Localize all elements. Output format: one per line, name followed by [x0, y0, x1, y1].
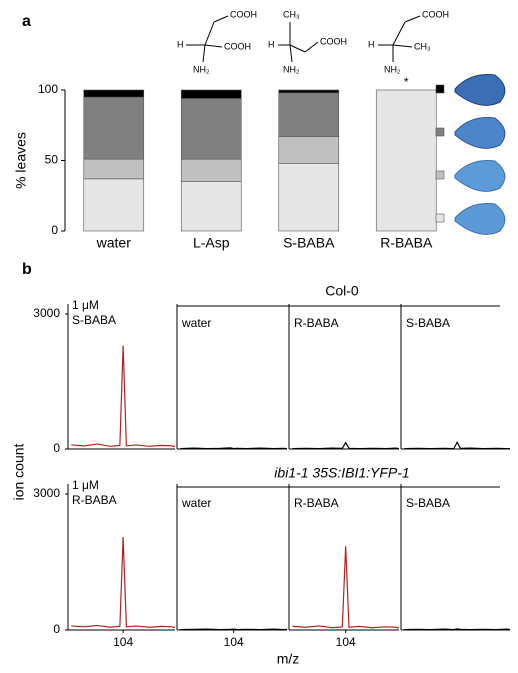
x-tick-label: 104 — [113, 635, 133, 649]
chem-group: COOH — [230, 9, 257, 19]
line — [71, 537, 176, 629]
panel-label: 1 μM — [72, 298, 99, 312]
line — [404, 440, 510, 450]
panel-label: water — [181, 496, 211, 510]
panel-label: a — [22, 13, 31, 30]
bar-segment — [83, 178, 145, 232]
x-tick-label: S-BABA — [283, 235, 335, 251]
line — [71, 345, 176, 448]
chem-group: NH₂ — [283, 64, 300, 74]
x-tick-label: 104 — [336, 635, 356, 649]
group-title: Col-0 — [325, 283, 359, 299]
bar-segment — [83, 96, 145, 160]
chem-group: NH₂ — [384, 64, 401, 74]
y-tick-label: 100 — [38, 82, 58, 96]
bar-segment — [278, 92, 340, 137]
line — [292, 546, 400, 629]
chem-group: H — [368, 39, 375, 49]
y-tick-label: 3000 — [33, 486, 60, 500]
chem-group: H — [177, 39, 184, 49]
y-tick-label: 0 — [53, 441, 60, 455]
legend-swatch — [435, 170, 445, 180]
x-tick-label: water — [96, 235, 132, 251]
panel-label: S-BABA — [72, 313, 116, 327]
line — [180, 447, 288, 450]
line — [404, 628, 511, 631]
x-axis-label: m/z — [277, 651, 300, 667]
structure: COOH H COOH NH₂ — [177, 9, 257, 74]
panel-label: R-BABA — [294, 316, 339, 330]
x-tick-label: 104 — [224, 635, 244, 649]
bar-segment — [180, 89, 242, 99]
bar-segment — [278, 163, 340, 232]
annotation: * — [404, 75, 409, 89]
panel-label: S-BABA — [406, 496, 450, 510]
group-title: ibi1-1 35S:IBI1:YFP-1 — [274, 465, 409, 481]
chem-group: H — [268, 39, 275, 49]
panel-label: R-BABA — [294, 496, 339, 510]
panel-label: b — [22, 261, 32, 278]
legend-swatch — [435, 84, 445, 94]
y-tick-label: 50 — [45, 153, 59, 167]
y-axis-label: % leaves — [13, 132, 29, 189]
x-tick-label: L-Asp — [193, 235, 230, 251]
x-tick-label: R-BABA — [380, 235, 433, 251]
panel-label: R-BABA — [72, 493, 117, 507]
leaf-images — [454, 74, 506, 235]
bar-segment — [375, 89, 437, 232]
chem-group: COOH — [422, 9, 449, 19]
bar-segment — [83, 158, 145, 180]
bar-segment — [180, 158, 242, 182]
chem-group: CH₃ — [414, 41, 431, 51]
bar-segment — [180, 181, 242, 232]
chem-group: COOH — [224, 41, 251, 51]
structure: CH₃ H COOH NH₂ — [268, 9, 347, 74]
legend-swatch — [435, 213, 445, 223]
y-tick-label: 0 — [51, 223, 58, 237]
bar-segment — [180, 98, 242, 160]
structure: COOH H CH₃ NH₂ — [368, 9, 449, 74]
bar-segment — [83, 89, 145, 98]
chem-group: NH₂ — [193, 64, 210, 74]
y-tick-label: 0 — [53, 622, 60, 636]
panel-label: 1 μM — [72, 478, 99, 492]
panel-label: water — [181, 316, 211, 330]
chem-group: COOH — [320, 36, 347, 46]
legend-swatch — [435, 127, 445, 137]
chem-group: CH₃ — [283, 9, 300, 19]
panel-label: S-BABA — [406, 316, 450, 330]
line — [292, 441, 400, 450]
bar-segment — [278, 136, 340, 164]
bar-segment — [278, 89, 340, 94]
y-tick-label: 3000 — [33, 306, 60, 320]
y-axis-label: ion count — [11, 443, 27, 500]
